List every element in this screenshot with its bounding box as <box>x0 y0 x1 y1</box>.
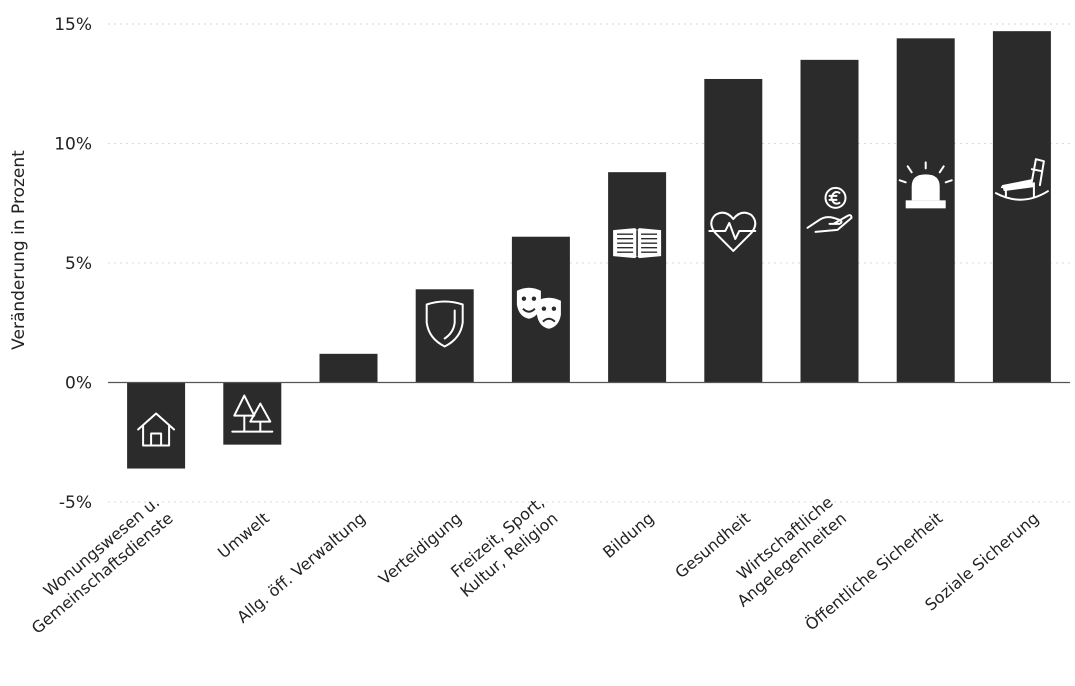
bar <box>319 353 378 383</box>
grid-lines <box>108 23 1070 503</box>
bar <box>608 172 667 383</box>
bar <box>800 59 859 383</box>
book-icon <box>613 228 662 259</box>
rocking-chair-icon <box>994 158 1049 201</box>
x-tick-label: Verteidigung <box>375 509 465 589</box>
euro-hand-icon <box>806 186 853 233</box>
x-tick-label: Umwelt <box>214 509 273 563</box>
bar <box>992 31 1051 383</box>
heart-pulse-icon <box>708 211 757 252</box>
house-icon <box>137 412 176 447</box>
bar-icons <box>137 158 1049 447</box>
x-tick-label: Bildung <box>599 509 658 562</box>
y-axis-title: Veränderung in Prozent <box>9 150 29 350</box>
bars <box>127 31 1051 469</box>
y-tick-label: 5% <box>65 254 92 274</box>
bar <box>127 382 186 469</box>
y-tick-label: 15% <box>54 15 92 35</box>
y-tick-label: -5% <box>59 493 92 513</box>
y-tick-label: 0% <box>65 374 92 394</box>
x-tick-label: Freizeit, Sport,Kultur, Religion <box>443 492 561 600</box>
siren-icon <box>898 161 953 209</box>
category-labels: Wonungswesen u.Gemeinschaftsdienste Umwel… <box>14 492 1043 637</box>
x-tick-label: Wonungswesen u.Gemeinschaftsdienste <box>14 492 176 637</box>
theater-masks-icon <box>516 287 561 329</box>
bar <box>896 38 955 383</box>
bar <box>415 289 474 383</box>
trees-icon <box>231 394 274 433</box>
shield-icon <box>425 300 464 348</box>
y-axis-ticks: -5% 0% 5% 10% 15% <box>54 15 92 513</box>
y-tick-label: 10% <box>54 135 92 155</box>
